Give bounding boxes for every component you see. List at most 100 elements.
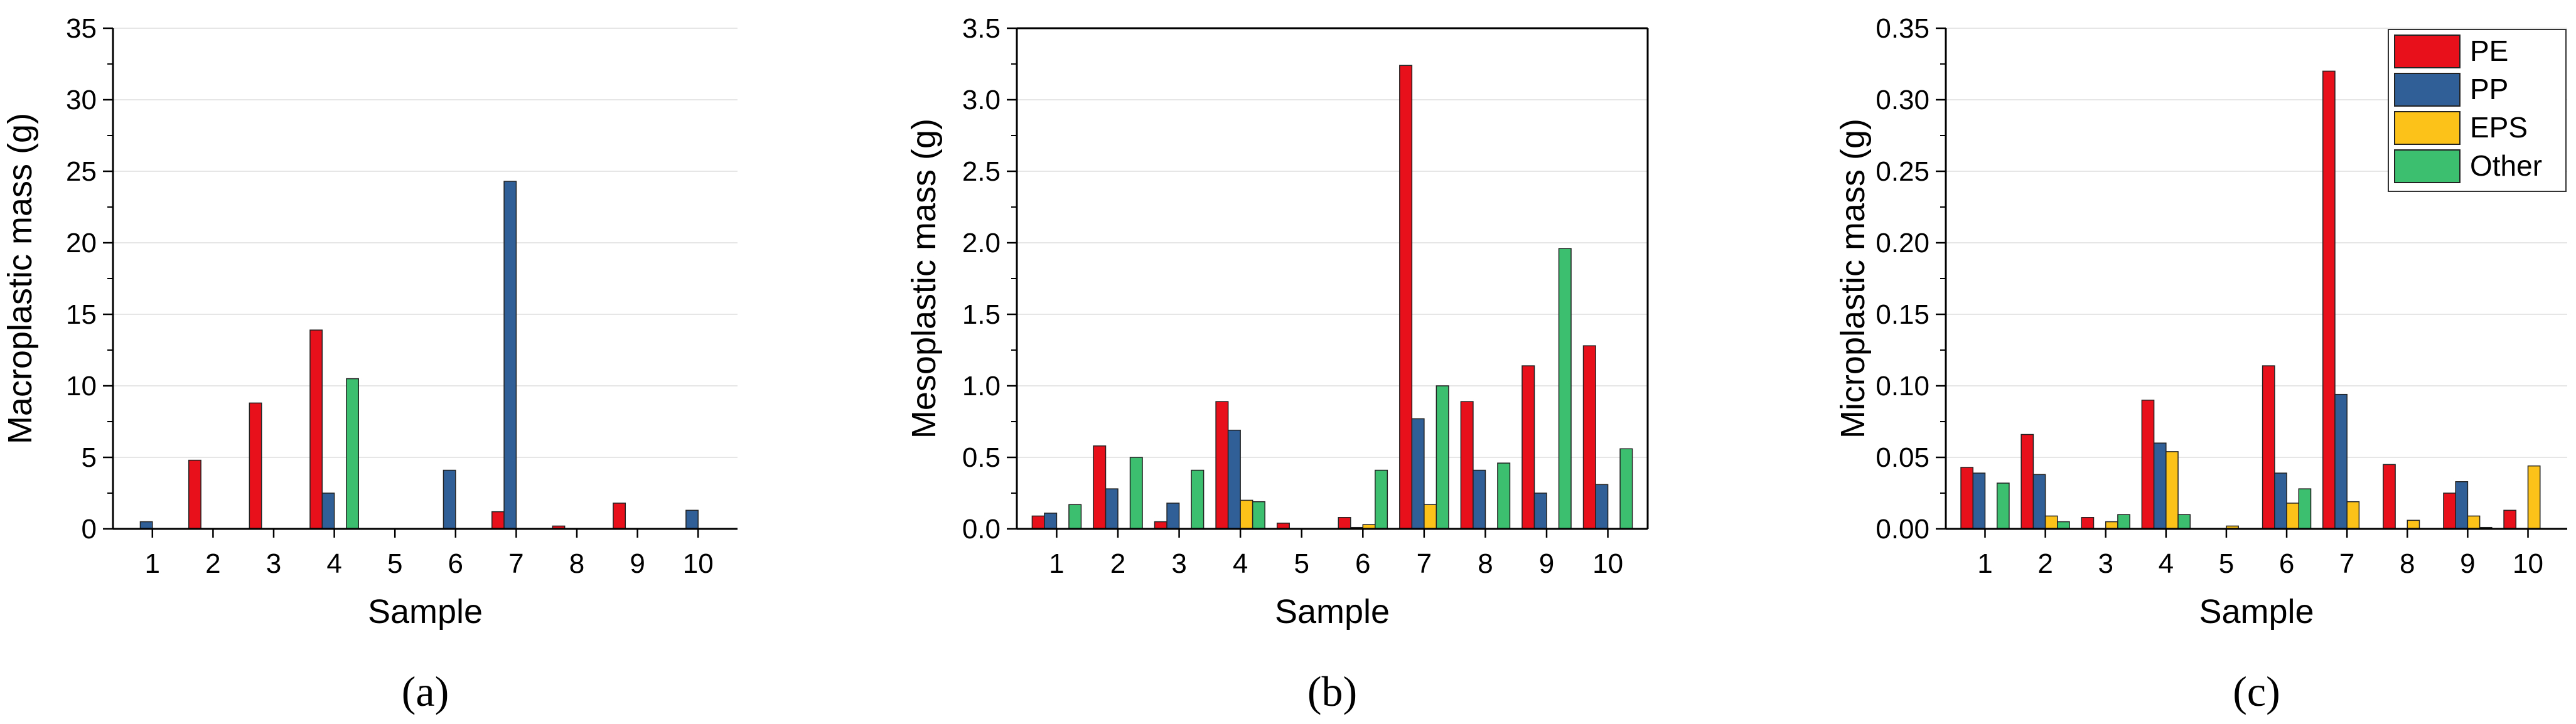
bar-pp-8 — [1473, 469, 1486, 530]
x-tick-label: 3 — [1171, 548, 1186, 579]
x-tick-label: 6 — [2279, 548, 2294, 579]
bar-pe-6 — [2262, 365, 2275, 530]
bar-pp-1 — [139, 521, 153, 530]
y-tick-label: 35 — [66, 13, 97, 44]
bar-eps-4 — [1240, 499, 1253, 530]
bar-other-1 — [1068, 504, 1082, 530]
legend-swatch-pp — [2394, 73, 2461, 107]
bar-other-8 — [1497, 462, 1511, 530]
x-tick-label: 8 — [569, 548, 584, 579]
bar-other-6 — [2298, 488, 2312, 530]
bar-other-6 — [1375, 469, 1388, 530]
x-tick-label: 4 — [2159, 548, 2174, 579]
y-tick-label: 1.0 — [962, 371, 1001, 402]
y-axis-title: Macroplastic mass (g) — [1, 113, 39, 444]
bar-pe-10 — [2503, 509, 2517, 530]
x-axis-title: Sample — [1275, 593, 1390, 631]
y-tick-label: 2.5 — [962, 156, 1001, 187]
legend-label-pe: PE — [2470, 35, 2508, 67]
legend: PE PP EPS Other — [2388, 29, 2567, 192]
x-tick-label: 6 — [448, 548, 463, 579]
bar-pe-3 — [2081, 517, 2095, 530]
y-tick-label: 0.20 — [1876, 228, 1929, 258]
bar-pe-2 — [188, 459, 201, 530]
bar-pe-9 — [613, 503, 626, 530]
bar-pp-9 — [1533, 492, 1547, 530]
bar-eps-9 — [2467, 515, 2481, 530]
bar-eps-7 — [1424, 504, 1437, 530]
y-tick-label: 0 — [82, 514, 97, 545]
bar-other-4 — [2177, 514, 2191, 530]
y-tick-label: 30 — [66, 85, 97, 115]
x-tick-label: 5 — [387, 548, 402, 579]
y-tick-label: 0.30 — [1876, 85, 1929, 115]
x-tick-label: 8 — [1478, 548, 1493, 579]
bar-eps-7 — [2346, 501, 2360, 530]
x-tick-label: 7 — [508, 548, 523, 579]
bar-pp-3 — [1166, 503, 1180, 530]
bar-pe-9 — [1521, 365, 1535, 530]
bar-pe-4 — [309, 329, 323, 530]
bar-pp-7 — [1411, 418, 1425, 530]
bar-pp-2 — [2032, 474, 2046, 530]
bar-other-4 — [346, 378, 359, 530]
x-tick-label: 2 — [2037, 548, 2053, 579]
x-tick-label: 9 — [630, 548, 645, 579]
bar-pp-4 — [1227, 429, 1241, 530]
bar-pe-2 — [2021, 434, 2034, 530]
x-tick-label: 5 — [1294, 548, 1309, 579]
bar-pp-10 — [1595, 484, 1609, 530]
bar-pe-1 — [1960, 467, 1974, 530]
bar-pe-7 — [491, 511, 505, 530]
bar-other-2 — [1129, 457, 1143, 530]
x-tick-label: 10 — [2513, 548, 2543, 579]
x-tick-label: 1 — [145, 548, 160, 579]
x-tick-label: 4 — [1233, 548, 1248, 579]
y-tick-label: 0.25 — [1876, 156, 1929, 187]
x-tick-label: 10 — [1592, 548, 1623, 579]
bar-pp-6 — [2274, 472, 2287, 530]
bar-pp-4 — [2153, 442, 2167, 530]
bar-eps-10 — [2527, 465, 2541, 530]
x-tick-label: 1 — [1977, 548, 1992, 579]
bar-other-9 — [1558, 248, 1572, 530]
panel-a: 0 5 10 15 20 25 30 35 1 2 3 4 5 6 7 8 9 10 Sample Macroplas… — [1, 13, 738, 715]
bar-eps-6 — [2286, 503, 2300, 530]
x-tick-label: 8 — [2400, 548, 2415, 579]
panel-label: (a) — [402, 668, 449, 715]
bar-pp-9 — [2455, 481, 2469, 530]
panel-label: (c) — [2233, 668, 2280, 715]
y-tick-label: 0.10 — [1876, 371, 1929, 402]
x-tick-label: 1 — [1049, 548, 1064, 579]
bar-other-10 — [1619, 448, 1633, 530]
panel-b: 0.0 0.5 1.0 1.5 2.0 2.5 3.0 3.5 1 2 3 4 5 6 7 8 9 10 Sampl… — [905, 13, 1649, 715]
panel-label: (b) — [1307, 668, 1357, 715]
panel-c: 0.00 0.05 0.10 0.15 0.20 0.25 0.30 0.35 1 2 3 4 5 6 7 8… — [1834, 13, 2567, 715]
y-tick-label: 0.00 — [1876, 514, 1929, 545]
x-tick-label: 10 — [683, 548, 714, 579]
y-tick-label: 0.5 — [962, 442, 1001, 473]
bar-eps-3 — [2105, 521, 2118, 530]
bar-pe-8 — [1460, 401, 1474, 530]
bar-pe-10 — [1582, 345, 1596, 530]
bar-eps-4 — [2165, 451, 2179, 530]
bar-pe-3 — [249, 402, 262, 530]
bar-pe-8 — [2383, 464, 2396, 530]
bar-pe-4 — [1215, 401, 1229, 530]
bar-pe-6 — [1338, 517, 1351, 530]
bar-pp-7 — [2334, 393, 2348, 530]
legend-label-other: Other — [2470, 149, 2542, 182]
y-tick-label: 3.5 — [962, 13, 1001, 44]
x-tick-label: 9 — [2460, 548, 2475, 579]
y-axis-title: Mesoplastic mass (g) — [905, 119, 943, 439]
bar-pp-6 — [443, 469, 456, 530]
bar-pp-1 — [1972, 472, 1986, 530]
y-tick-label: 0.15 — [1876, 299, 1929, 330]
bar-pe-4 — [2141, 400, 2155, 530]
x-tick-label: 2 — [1110, 548, 1125, 579]
legend-swatch-other — [2394, 149, 2461, 183]
bar-other-4 — [1252, 501, 1265, 530]
y-axis-title: Microplastic mass (g) — [1834, 119, 1872, 439]
y-tick-label: 3.0 — [962, 85, 1001, 115]
